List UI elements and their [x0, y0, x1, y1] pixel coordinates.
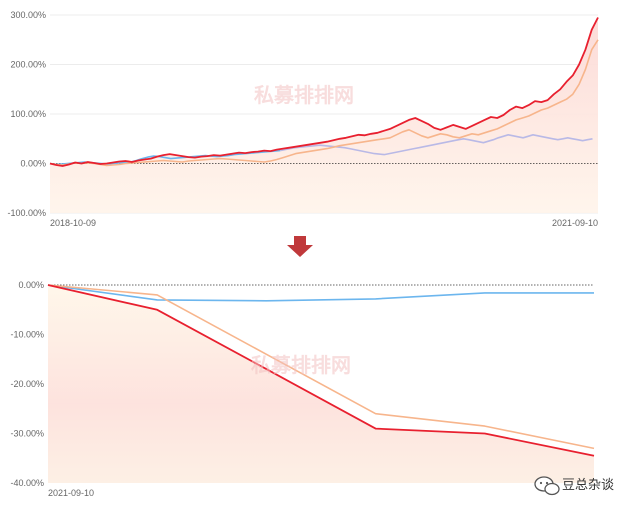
x-end-label: 2021-09-10	[552, 218, 598, 228]
y-tick-label: -30.00%	[10, 429, 44, 439]
fund-area-fill	[50, 17, 598, 213]
watermark: 私募排排网	[251, 353, 351, 377]
y-tick-label: 0.00%	[18, 280, 44, 290]
series-line-fund	[47, 284, 595, 457]
y-tick-label: 300.00%	[10, 10, 46, 20]
watermark: 私募排排网	[254, 83, 354, 107]
bottom-chart-panel: 0.00%-10.00%-20.00%-30.00%-40.00% 私募排排网 …	[10, 280, 595, 498]
x-start-label: 2018-10-09	[50, 218, 96, 228]
series-line-index_lavender	[280, 134, 593, 156]
y-tick-label: -20.00%	[10, 379, 44, 389]
wechat-icon	[534, 476, 560, 496]
fund-area-fill	[48, 285, 594, 483]
series-line-benchmark_orange	[47, 284, 595, 450]
brand-label: 豆总杂谈	[562, 478, 614, 493]
y-tick-label: 200.00%	[10, 60, 46, 70]
y-tick-label: -10.00%	[10, 330, 44, 340]
y-tick-label: 0.00%	[20, 159, 46, 169]
down-arrow-icon	[287, 236, 313, 257]
y-tick-label: -40.00%	[10, 478, 44, 488]
series-line-benchmark_orange	[49, 39, 599, 167]
x-start-label: 2021-09-10	[48, 488, 94, 498]
top-chart-panel: 300.00% 200.00% 100.00% 0.00% -100.00% 私募排排网…	[7, 10, 599, 228]
brand-mark: 豆总杂谈	[534, 476, 614, 496]
series-line-fund	[49, 17, 599, 167]
y-tick-label: 100.00%	[10, 109, 46, 119]
series-line-index_blue	[47, 284, 594, 302]
y-tick-label: -100.00%	[7, 208, 46, 218]
